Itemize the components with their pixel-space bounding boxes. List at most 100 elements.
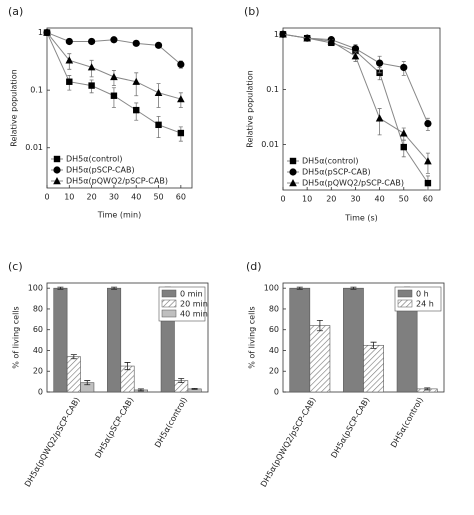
panel-label: (b) [244,5,260,18]
y-tick-label: 20 [269,367,279,376]
x-tick-label: 50 [399,195,409,204]
x-tick-label: DH5α(control) [389,396,425,449]
error-bar [296,286,303,290]
marker [303,34,311,42]
legend-label: DH5α(pQWQ2/pSCP-CAB) [302,179,404,188]
y-tick-label: 20 [33,367,43,376]
legend-label: 0 h [416,290,429,299]
x-tick-label: 30 [109,193,119,202]
y-tick-label: 0 [274,388,279,397]
marker [110,92,118,99]
legend-label: 24 h [416,300,434,309]
y-tick-label: 100 [264,284,279,293]
x-tick-label: DH5α(pQWQ2/pSCP-CAB) [259,396,318,489]
y-axis-title: Relative population [10,69,19,146]
bar [289,287,311,393]
legend-label: 20 min [180,300,208,309]
marker [110,36,118,44]
y-axis-title: % of living cells [12,306,21,368]
plot-frame [282,27,441,191]
marker [289,157,297,165]
marker [289,168,297,176]
marker [53,166,61,174]
x-tick-label: 50 [153,193,163,202]
marker [133,106,140,114]
x-tick-label: 0 [44,193,49,202]
x-tick-label: DH5α(pSCP-CAB) [329,396,371,460]
marker [177,95,185,103]
x-tick-label: 40 [131,193,141,202]
marker [88,82,95,89]
y-tick-label: 0.01 [25,143,43,152]
x-tick-label: 20 [326,195,336,204]
x-tick-label: DH5α(control) [153,396,189,449]
error-bar [70,354,77,360]
marker [88,37,96,46]
y-axis-title: Relative population [246,70,255,147]
error-bar [137,388,144,392]
error-bar [111,286,118,290]
marker [375,114,384,122]
marker [132,39,140,47]
x-tick-label: DH5α(pQWQ2/pSCP-CAB) [23,396,82,489]
bar [66,356,81,393]
y-tick-label: 60 [269,325,279,334]
marker [65,37,73,46]
error-bar [57,286,64,290]
x-tick-label: 0 [280,195,285,204]
marker [399,129,408,137]
x-axis-title: Time (min) [97,211,141,220]
marker [351,45,360,53]
y-tick-label: 60 [33,325,43,334]
marker [110,72,118,81]
legend-label: DH5α(pQWQ2/pSCP-CAB) [66,177,168,186]
marker [400,143,407,151]
error-bar [350,286,357,290]
marker [376,59,384,67]
marker [327,37,336,45]
error-bar [424,387,431,391]
y-tick-label: 0 [38,388,43,397]
legend-label: DH5α(pSCP-CAB) [66,166,135,175]
y-tick-label: 1 [38,28,43,37]
x-tick-label: 20 [87,193,97,202]
y-tick-label: 0.1 [266,85,279,94]
marker [424,120,432,128]
legend-label: 0 min [180,290,203,299]
y-tick-label: 0.01 [261,140,279,149]
y-tick-label: 40 [269,346,279,355]
marker [289,179,297,187]
legend-swatch [397,289,413,298]
bar [363,344,384,393]
error-bar [124,362,131,371]
legend-swatch [161,309,177,318]
marker [424,157,432,165]
panel-label: (c) [8,260,23,273]
marker [155,121,162,129]
marker [351,52,360,60]
marker [66,78,73,85]
marker [43,28,51,36]
y-tick-label: 0.1 [30,86,43,95]
y-tick-label: 1 [274,30,279,39]
x-tick-label: 60 [176,193,186,202]
marker [154,88,163,96]
marker [424,179,432,187]
error-bar [370,341,377,349]
error-bar [84,380,91,386]
y-tick-label: 100 [28,284,43,293]
y-axis-title: % of living cells [248,306,257,368]
marker [53,177,61,185]
x-tick-label: 30 [350,195,360,204]
plot-frame [46,27,193,189]
bar [343,287,364,393]
error-bar [377,108,382,136]
marker [279,30,287,38]
y-tick-label: 80 [269,304,279,313]
error-bar [178,378,185,384]
marker [177,60,185,68]
bar [53,287,68,393]
marker [65,56,74,64]
legend-label: DH5α(control) [302,157,359,166]
